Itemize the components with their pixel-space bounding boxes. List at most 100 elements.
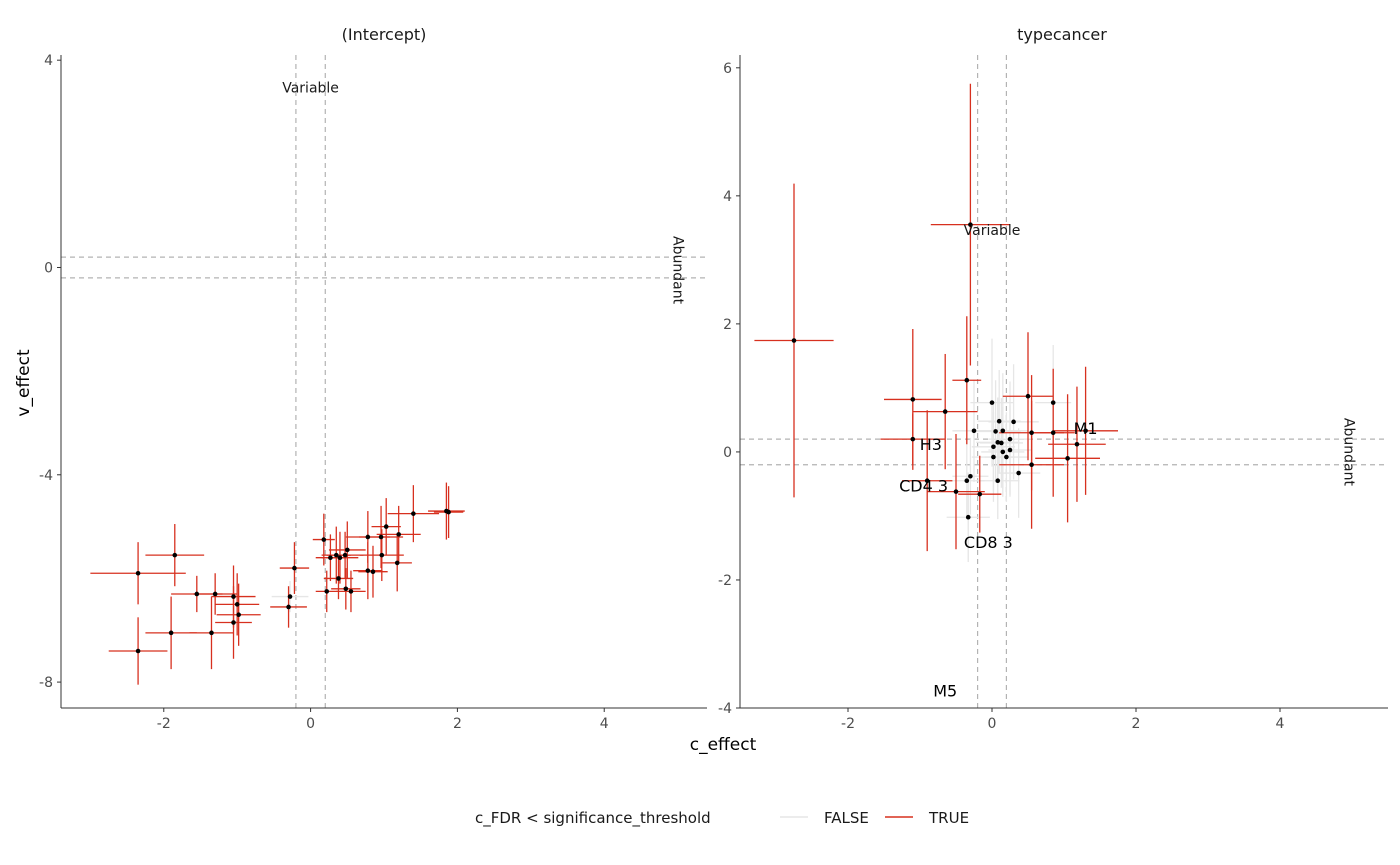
data-point bbox=[964, 478, 970, 484]
legend: c_FDR < significance_threshold FALSE TRU… bbox=[475, 809, 969, 828]
data-point bbox=[910, 397, 916, 402]
data-point bbox=[135, 648, 141, 654]
data-point bbox=[209, 630, 214, 636]
data-point bbox=[379, 552, 385, 558]
data-point bbox=[1007, 447, 1013, 453]
data-point bbox=[321, 537, 327, 542]
data-point bbox=[965, 514, 971, 520]
panel-intercept: (Intercept) Variable Abundant -2 0 2 4 -8 -4 0 4 bbox=[39, 25, 707, 732]
data-point bbox=[337, 555, 343, 561]
data-point bbox=[396, 532, 401, 537]
data-point bbox=[1000, 449, 1006, 455]
data-point bbox=[287, 594, 293, 599]
cell-labels: M1 H3 CD4 3 CD8 3 M5 bbox=[899, 419, 1097, 700]
data-point bbox=[342, 552, 348, 558]
error-bars bbox=[90, 482, 465, 685]
legend-label-false: FALSE bbox=[824, 809, 869, 827]
threshold-lines bbox=[740, 55, 1388, 708]
cell-label: M5 bbox=[933, 681, 957, 700]
data-point bbox=[1050, 430, 1056, 436]
threshold-lines bbox=[61, 55, 707, 708]
data-point bbox=[394, 560, 400, 566]
data-point bbox=[791, 338, 797, 343]
x-tick-label: -2 bbox=[157, 716, 171, 732]
data-points bbox=[135, 508, 451, 654]
panel-title: typecancer bbox=[1017, 25, 1107, 44]
y-tick-label: 4 bbox=[44, 53, 53, 69]
panel-typecancer: typecancer Variable Abundant M1 H3 CD4 3 CD8… bbox=[718, 25, 1388, 732]
data-point bbox=[324, 589, 330, 594]
y-tick-label: 0 bbox=[723, 445, 732, 461]
annotation-abundant: Abundant bbox=[670, 236, 686, 305]
data-point bbox=[999, 440, 1004, 446]
data-point bbox=[1050, 400, 1056, 405]
cell-label: H3 bbox=[920, 435, 942, 454]
data-point bbox=[1000, 428, 1006, 434]
data-point bbox=[348, 589, 354, 594]
x-tick-label: 0 bbox=[306, 716, 315, 732]
x-tick-label: 4 bbox=[1276, 716, 1285, 732]
data-points bbox=[791, 222, 1088, 520]
data-point bbox=[378, 534, 384, 540]
y-tick-label: 4 bbox=[723, 189, 732, 205]
data-point bbox=[370, 569, 376, 574]
data-point bbox=[1011, 419, 1016, 425]
data-point bbox=[286, 604, 291, 610]
data-point bbox=[292, 565, 297, 571]
data-point bbox=[343, 586, 349, 592]
data-point bbox=[194, 591, 200, 597]
data-point bbox=[1029, 462, 1034, 468]
data-point bbox=[1007, 436, 1013, 442]
data-point bbox=[212, 591, 218, 597]
data-point bbox=[1074, 441, 1080, 447]
x-tick-label: 2 bbox=[453, 716, 462, 732]
data-point bbox=[383, 524, 389, 529]
y-tick-label: -2 bbox=[718, 573, 732, 589]
cell-label: CD8 3 bbox=[964, 533, 1013, 552]
data-point bbox=[995, 440, 1001, 445]
data-point bbox=[953, 489, 959, 494]
data-point bbox=[991, 444, 996, 450]
data-point bbox=[231, 594, 236, 599]
data-point bbox=[172, 552, 178, 558]
data-point bbox=[1065, 456, 1070, 461]
data-point bbox=[991, 454, 996, 460]
y-tick-label: -4 bbox=[718, 701, 732, 717]
panel-title: (Intercept) bbox=[342, 25, 427, 44]
data-point bbox=[234, 602, 240, 607]
x-axis-title: c_effect bbox=[690, 735, 757, 755]
y-tick-label: -4 bbox=[39, 468, 53, 484]
data-point bbox=[336, 576, 341, 581]
cell-label: CD4 3 bbox=[899, 477, 948, 496]
x-tick-label: 2 bbox=[1132, 716, 1141, 732]
quadrant-annotations: Variable Abundant bbox=[964, 223, 1357, 486]
x-tick-label: -2 bbox=[841, 716, 855, 732]
data-point bbox=[1016, 470, 1021, 476]
data-point bbox=[328, 555, 333, 561]
data-point bbox=[996, 418, 1002, 424]
y-tick-label: 2 bbox=[723, 317, 732, 333]
data-point bbox=[968, 473, 973, 479]
x-tick-label: 0 bbox=[988, 716, 997, 732]
axes: -2 0 2 4 -4 -2 0 2 4 6 bbox=[718, 55, 1388, 732]
data-point bbox=[135, 570, 141, 576]
data-point bbox=[1029, 430, 1034, 436]
data-point bbox=[995, 478, 1001, 484]
data-point bbox=[446, 509, 451, 515]
cell-label: M1 bbox=[1074, 419, 1098, 438]
y-tick-label: -8 bbox=[39, 675, 53, 691]
data-point bbox=[977, 491, 983, 497]
data-point bbox=[964, 377, 970, 383]
data-point bbox=[910, 436, 916, 442]
data-point bbox=[236, 612, 241, 618]
y-tick-label: 0 bbox=[44, 260, 53, 276]
data-point bbox=[993, 429, 998, 434]
data-point bbox=[344, 547, 350, 553]
data-point bbox=[333, 552, 339, 558]
data-point bbox=[971, 428, 977, 434]
legend-label-true: TRUE bbox=[928, 809, 969, 827]
data-point bbox=[231, 620, 236, 625]
data-point bbox=[968, 222, 973, 227]
data-point bbox=[1083, 428, 1088, 434]
